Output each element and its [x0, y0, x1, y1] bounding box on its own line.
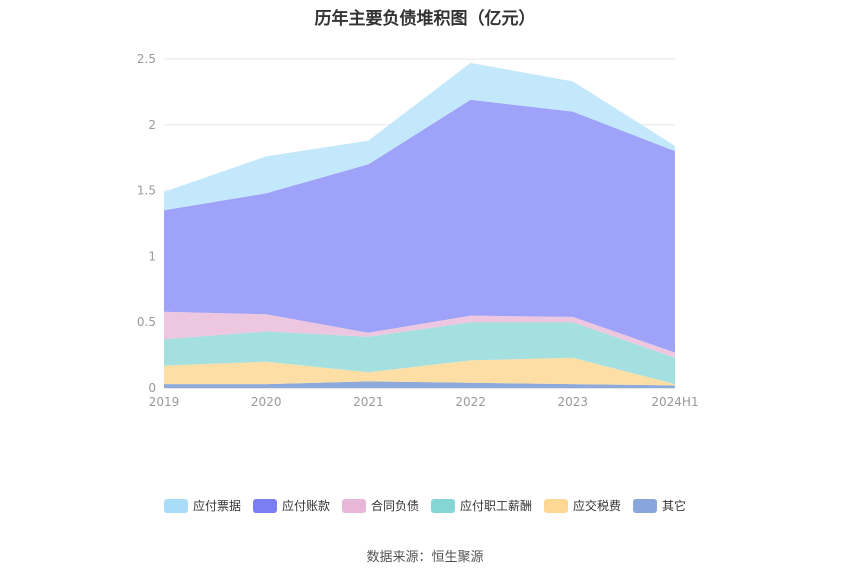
y-tick-label: 0 [148, 381, 156, 395]
legend-swatch [633, 498, 658, 513]
area-应付账款 [164, 99, 675, 353]
legend-swatch [163, 498, 188, 513]
y-tick-label: 1.5 [137, 184, 156, 198]
y-tick-label: 2 [148, 118, 156, 132]
y-tick-label: 2.5 [137, 52, 156, 66]
legend-swatch [431, 498, 455, 513]
area-应交税费 [164, 357, 675, 386]
area-其它 [164, 381, 675, 388]
area-series [164, 62, 675, 388]
legend-label: 应付账款 [281, 499, 330, 513]
legend-swatch [252, 498, 277, 513]
y-tick-label: 0.5 [137, 315, 156, 329]
legend-item[interactable]: 应付账款 [252, 497, 330, 514]
legend-item[interactable]: 合同负债 [341, 497, 419, 514]
y-axis: 0 0.5 1 1.5 2 2.5 [137, 52, 156, 395]
x-tick-label: 2022 [455, 395, 486, 409]
x-tick-label: 2021 [353, 395, 384, 409]
y-tick-label: 1 [148, 249, 156, 263]
chart-title: 历年主要负债堆积图（亿元） [314, 9, 536, 29]
legend-label: 应付票据 [192, 499, 241, 513]
legend-label: 应付职工薪酬 [460, 499, 533, 513]
legend-label: 应交税费 [573, 499, 622, 513]
legend-item[interactable]: 应付票据 [163, 497, 241, 514]
area-应付票据 [164, 62, 675, 211]
x-tick-label: 2023 [558, 395, 589, 409]
legend-label: 合同负债 [370, 499, 419, 513]
legend-item[interactable]: 其它 [633, 497, 686, 514]
area-合同负债 [164, 311, 675, 358]
legend-label: 其它 [662, 499, 687, 513]
area-应付职工薪酬 [164, 322, 675, 385]
x-tick-label: 2020 [251, 395, 282, 409]
legend-item[interactable]: 应交税费 [544, 497, 621, 514]
x-tick-label: 2024H1 [651, 395, 698, 409]
legend-swatch [544, 498, 569, 513]
legend-item[interactable]: 应付职工薪酬 [431, 497, 532, 514]
x-axis: 2019 2020 2021 2022 2023 2024H1 [149, 395, 699, 409]
x-tick-label: 2019 [149, 395, 180, 409]
legend: 应付票据 应付账款 合同负债 应付职工薪酬 应交税费 其它 [0, 497, 850, 514]
data-source: 数据来源：恒生聚源 [366, 550, 484, 565]
legend-swatch [341, 498, 366, 513]
